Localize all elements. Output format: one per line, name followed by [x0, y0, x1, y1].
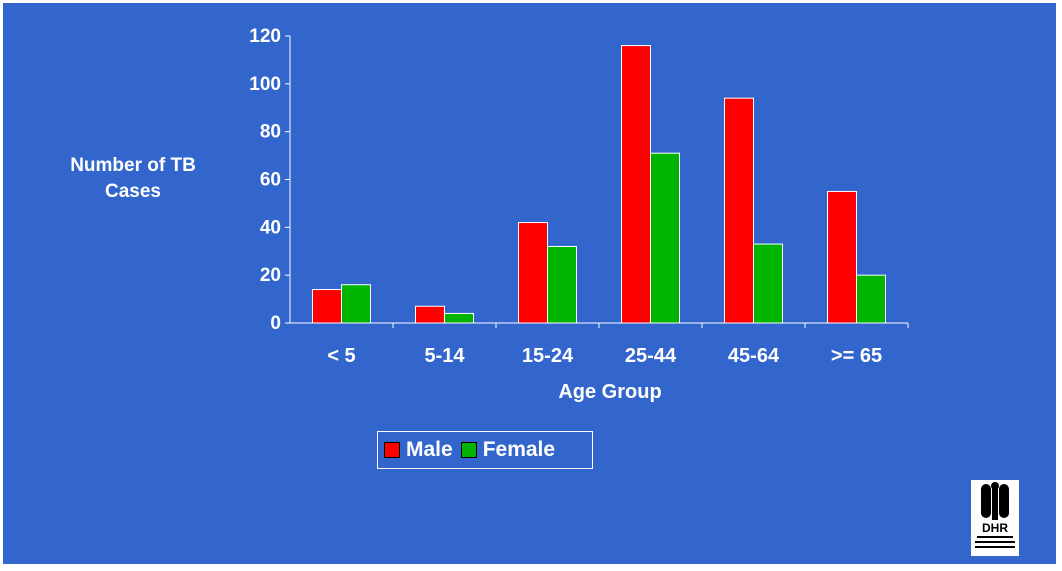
legend-item-male: Male [384, 438, 453, 462]
legend-swatch-female [460, 442, 477, 458]
x-axis-label: Age Group [558, 381, 662, 403]
legend-item-female: Female [460, 438, 556, 462]
slide-background: 0 20 40 60 80 100 120 < 5 5-14 15-24 25-44 45-64 >= … [3, 3, 1056, 564]
bar-male-4 [724, 97, 754, 324]
y-tick-label: 60 [260, 170, 281, 191]
x-tick-label: < 5 [327, 345, 355, 367]
y-axis-label: Number of TB Cases [70, 155, 196, 202]
legend-swatch-male [384, 442, 400, 458]
dhr-logo: DHR [971, 480, 1019, 556]
legend-label-female: Female [482, 438, 556, 461]
y-tick-label: 20 [260, 265, 281, 286]
dhr-logo-mark: DHR [975, 482, 1015, 548]
bar-female-2 [547, 245, 577, 324]
bar-chart: 0 20 40 60 80 100 120 < 5 5-14 15-24 25-44 45-64 >= … [249, 26, 909, 367]
y-tick-label: 80 [260, 122, 281, 143]
x-tick-label: 5-14 [424, 345, 465, 367]
bar-female-5 [856, 274, 886, 324]
bar-male-1 [415, 305, 445, 324]
y-tick-label: 100 [249, 74, 281, 95]
x-tick-label: >= 65 [831, 345, 882, 367]
x-tick-label: 45-64 [728, 345, 780, 367]
bar-female-3 [650, 152, 680, 324]
bar-female-1 [444, 312, 474, 324]
bar-male-3 [621, 45, 651, 324]
y-tick-label: 40 [260, 217, 281, 238]
bar-male-2 [518, 222, 548, 324]
y-tick-label: 120 [249, 26, 281, 47]
x-tick-label: 15-24 [522, 345, 574, 367]
bar-female-4 [753, 243, 783, 324]
svg-text:DHR: DHR [982, 521, 1008, 535]
legend-label-male: Male [406, 438, 453, 461]
chart-legend: Male Female [377, 431, 593, 469]
bar-male-0 [312, 289, 342, 324]
y-tick-label: 0 [270, 313, 281, 334]
bar-female-0 [341, 284, 371, 324]
bar-male-5 [827, 190, 857, 324]
x-tick-label: 25-44 [625, 345, 677, 367]
